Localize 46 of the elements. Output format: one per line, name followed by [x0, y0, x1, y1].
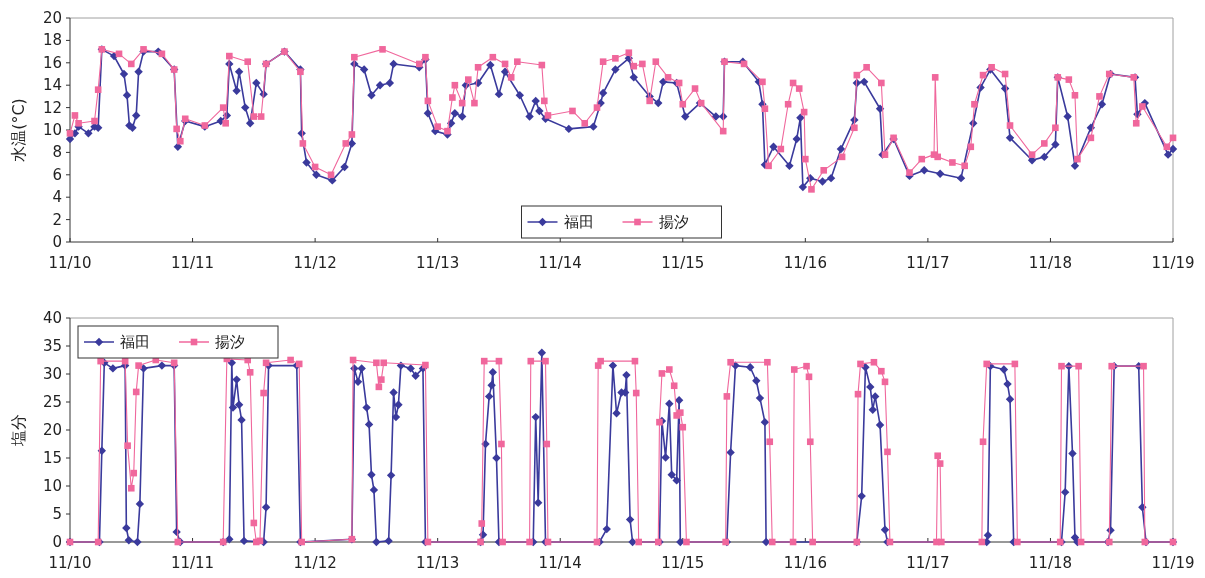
- legend-label: 揚汐: [658, 213, 689, 231]
- x-tick-label: 11/19: [1151, 254, 1195, 272]
- y-tick-label: 16: [42, 53, 62, 72]
- y-axis-title: 水温(°C): [9, 98, 28, 162]
- y-tick-label: 30: [42, 365, 62, 383]
- x-tick-label: 11/10: [48, 254, 92, 272]
- y-tick-label: 0: [52, 533, 62, 551]
- x-tick-label: 11/13: [416, 554, 460, 572]
- y-tick-label: 8: [52, 143, 62, 162]
- x-tick-label: 11/18: [1028, 554, 1073, 572]
- y-tick-label: 2: [52, 210, 62, 229]
- x-tick-label: 11/17: [906, 554, 950, 572]
- y-tick-label: 18: [42, 31, 62, 50]
- x-tick-label: 11/13: [416, 254, 460, 272]
- x-tick-label: 11/12: [293, 254, 337, 272]
- x-tick-label: 11/10: [48, 554, 92, 572]
- y-tick-label: 0: [52, 233, 62, 251]
- x-tick-label: 11/16: [783, 254, 827, 272]
- y-tick-label: 6: [52, 165, 62, 184]
- x-tick-label: 11/11: [170, 554, 215, 572]
- x-tick-label: 11/15: [661, 254, 705, 272]
- y-tick-label: 20: [42, 421, 62, 439]
- y-tick-label: 5: [52, 505, 62, 523]
- x-tick-label: 11/14: [538, 254, 582, 272]
- legend-label: 揚汐: [215, 333, 245, 351]
- x-tick-label: 11/14: [538, 554, 582, 572]
- x-tick-label: 11/16: [783, 554, 827, 572]
- y-axis-title: 塩分: [9, 414, 28, 447]
- y-tick-label: 4: [52, 188, 62, 207]
- y-tick-label: 10: [42, 477, 62, 495]
- legend-label: 福田: [120, 333, 150, 351]
- x-tick-label: 11/12: [293, 554, 337, 572]
- x-tick-label: 11/15: [661, 554, 705, 572]
- x-tick-label: 11/19: [1151, 554, 1195, 572]
- y-tick-label: 10: [42, 121, 62, 139]
- x-tick-label: 11/11: [170, 254, 215, 272]
- y-tick-label: 40: [42, 309, 62, 327]
- legend-label: 福田: [563, 213, 594, 231]
- y-tick-label: 12: [42, 98, 62, 117]
- x-tick-label: 11/18: [1028, 254, 1073, 272]
- y-tick-label: 35: [42, 337, 62, 355]
- y-tick-label: 25: [42, 393, 62, 411]
- y-tick-label: 14: [42, 76, 62, 95]
- x-tick-label: 11/17: [906, 254, 950, 272]
- y-tick-label: 15: [42, 449, 62, 467]
- y-tick-label: 20: [42, 9, 62, 27]
